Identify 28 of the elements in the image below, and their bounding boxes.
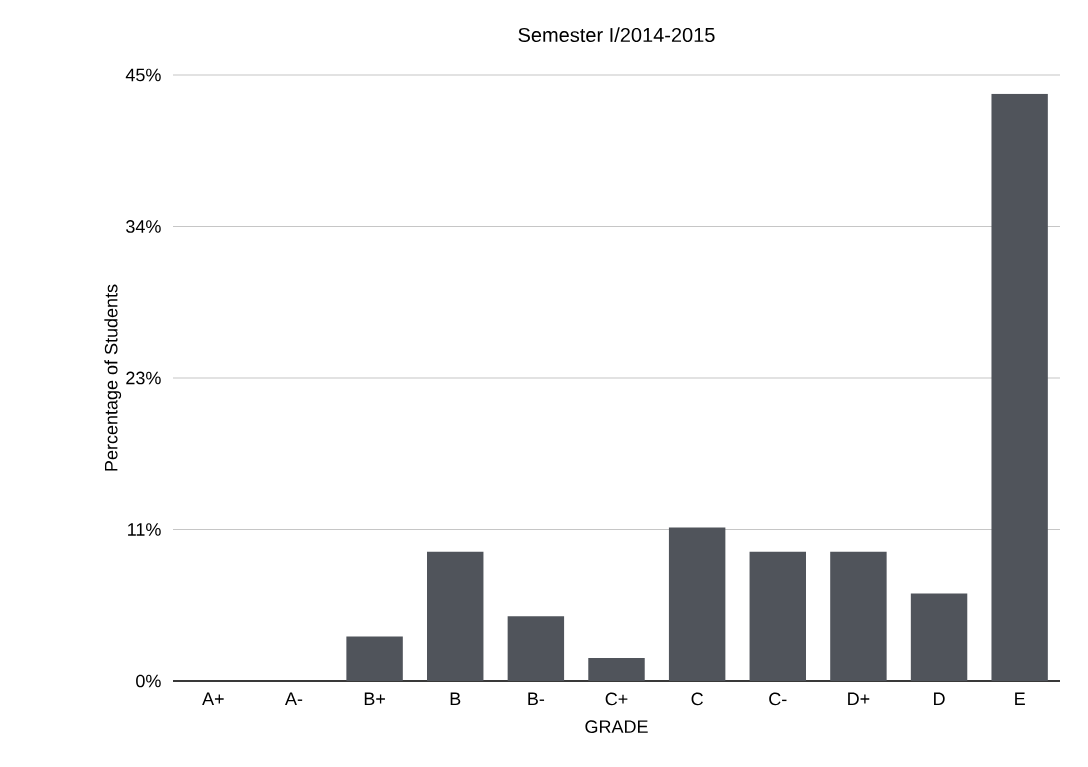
y-tick-label: 45% bbox=[125, 68, 161, 82]
x-axis-title: GRADE bbox=[585, 720, 648, 734]
bar bbox=[588, 658, 645, 681]
y-tick-label: 0% bbox=[136, 674, 161, 688]
x-tick-label: A- bbox=[285, 692, 303, 705]
bar bbox=[749, 551, 806, 681]
x-tick-label: B+ bbox=[364, 692, 385, 705]
y-axis-title: Percentage of Students bbox=[104, 284, 122, 471]
x-tick-label: E bbox=[1015, 692, 1025, 705]
x-tick-label: B bbox=[450, 692, 461, 705]
x-tick-label: C- bbox=[769, 692, 787, 706]
x-tick-label: D bbox=[934, 692, 945, 705]
bar bbox=[346, 636, 403, 681]
chart-title: Semester I/2014-2015 bbox=[518, 27, 715, 43]
bar bbox=[910, 593, 968, 681]
y-tick-label: 11% bbox=[128, 523, 161, 536]
x-tick-label: C+ bbox=[605, 692, 628, 706]
bar bbox=[427, 551, 484, 681]
bar bbox=[507, 616, 565, 681]
x-tick-label: B- bbox=[528, 692, 545, 705]
bar bbox=[991, 93, 1048, 681]
y-tick-label: 34% bbox=[126, 220, 161, 233]
bar bbox=[830, 551, 887, 681]
x-tick-label: D+ bbox=[848, 692, 870, 705]
bar bbox=[668, 527, 726, 681]
x-tick-label: A+ bbox=[202, 692, 224, 705]
y-tick-label: 23% bbox=[126, 371, 161, 385]
x-tick-label: C bbox=[691, 692, 703, 706]
